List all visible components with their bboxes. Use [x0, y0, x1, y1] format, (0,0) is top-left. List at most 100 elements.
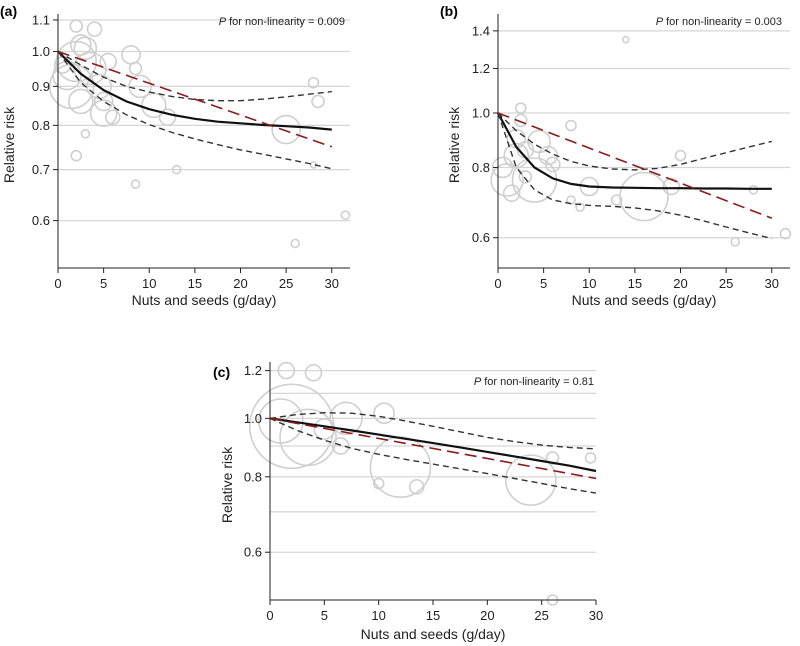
p-nonlinearity-annotation: P for non-linearity = 0.81	[474, 376, 594, 388]
study-marker	[73, 36, 98, 61]
series-line-nonlinear-estimate	[497, 112, 772, 190]
x-axis-title: Nuts and seeds (g/day)	[361, 626, 506, 642]
study-marker	[518, 170, 533, 184]
x-tick-label: 20	[673, 276, 687, 291]
y-tick-label: 0.8	[244, 469, 262, 484]
series-line-lower-95-ci	[57, 51, 332, 170]
p-symbol: P	[474, 376, 482, 388]
series-line-nonlinear-estimate	[57, 50, 332, 131]
x-tick-label: 25	[279, 276, 293, 291]
x-tick-label: 30	[765, 276, 779, 291]
y-axis-title: Relative risk	[446, 106, 462, 183]
study-marker	[290, 238, 301, 249]
study-marker	[584, 452, 597, 464]
y-tick-label: 0.7	[32, 162, 50, 177]
x-tick-label: 15	[426, 608, 440, 623]
y-axis-title: Relative risk	[1, 106, 17, 183]
chart-panel-3: (c) 0.6 0.8 1.0 1.2 0 5 10 15 20 25 30 Nuts and seed…	[213, 361, 603, 642]
y-tick-label: 1.0	[32, 44, 50, 59]
y-tick-label: 0.8	[32, 118, 50, 133]
study-marker	[128, 74, 152, 99]
chart-panel-1: (a) 0.6 0.7 0.8 0.9 1.0 1.1 0 5 10 15 20 25 30 Nuts an…	[0, 3, 351, 308]
study-marker	[504, 454, 557, 506]
study-marker	[86, 21, 103, 37]
x-axis-title: Nuts and seeds (g/day)	[572, 292, 717, 308]
study-marker	[130, 179, 141, 189]
panel-letter: (c)	[213, 364, 230, 380]
study-marker	[621, 35, 630, 44]
x-tick-label: 25	[534, 608, 548, 623]
series-line-linear-trend	[497, 112, 773, 219]
study-marker	[304, 363, 323, 382]
study-marker	[277, 361, 296, 380]
series-line-lower-95-ci	[269, 417, 597, 494]
y-tick-label: 0.6	[244, 545, 262, 560]
y-tick-label: 1.0	[244, 411, 262, 426]
study-marker	[619, 171, 669, 222]
p-symbol: P	[656, 16, 664, 28]
series-line-upper-95-ci	[269, 411, 597, 450]
study-marker	[121, 45, 141, 65]
p-nonlinearity-annotation: P for non-linearity = 0.009	[219, 16, 345, 28]
y-tick-label: 1.0	[472, 105, 490, 120]
study-marker	[311, 94, 325, 109]
series-line-linear-trend	[269, 417, 597, 480]
x-tick-label: 15	[188, 276, 202, 291]
study-marker	[141, 92, 167, 119]
study-marker	[502, 184, 521, 202]
x-tick-label: 5	[100, 276, 107, 291]
study-marker	[307, 76, 320, 89]
x-axis-title: Nuts and seeds (g/day)	[132, 292, 277, 308]
x-tick-label: 5	[321, 608, 328, 623]
study-marker	[68, 88, 94, 115]
panel-letter: (a)	[0, 3, 17, 19]
y-tick-label: 0.8	[472, 160, 490, 175]
study-marker	[99, 52, 117, 71]
x-tick-label: 0	[494, 276, 501, 291]
study-marker	[329, 401, 363, 436]
series-line-linear-trend	[57, 50, 333, 148]
p-symbol: P	[219, 16, 227, 28]
study-marker	[104, 109, 121, 126]
x-tick-label: 0	[54, 276, 61, 291]
study-marker	[674, 149, 687, 162]
study-marker	[93, 91, 114, 112]
study-marker	[662, 177, 681, 196]
x-tick-label: 10	[142, 276, 156, 291]
y-tick-label: 1.4	[472, 23, 490, 38]
study-marker	[171, 164, 182, 175]
study-marker	[372, 477, 385, 490]
y-tick-label: 1.1	[32, 12, 50, 27]
study-marker	[610, 194, 623, 206]
y-tick-label: 0.9	[32, 79, 50, 94]
x-tick-label: 20	[480, 608, 494, 623]
study-marker	[271, 114, 301, 145]
p-nonlinearity-annotation: P for non-linearity = 0.003	[656, 16, 782, 28]
p-value-text: for non-linearity = 0.009	[226, 16, 345, 28]
study-marker	[70, 149, 83, 162]
study-marker	[279, 408, 337, 467]
study-marker	[69, 19, 84, 33]
x-tick-label: 30	[325, 276, 339, 291]
study-marker	[730, 237, 741, 247]
study-marker	[514, 113, 528, 128]
series-line-upper-95-ci	[57, 50, 332, 102]
series-line-upper-95-ci	[497, 112, 772, 171]
study-marker	[490, 163, 524, 197]
p-value-text: for non-linearity = 0.003	[663, 16, 782, 28]
series-line-nonlinear-estimate	[269, 417, 597, 473]
panel-letter: (b)	[440, 3, 458, 19]
x-tick-label: 10	[582, 276, 596, 291]
x-tick-label: 15	[628, 276, 642, 291]
x-tick-label: 0	[266, 608, 273, 623]
y-tick-label: 1.2	[472, 61, 490, 76]
study-marker	[575, 202, 585, 212]
x-tick-label: 10	[371, 608, 385, 623]
study-marker	[515, 102, 527, 114]
study-marker	[340, 210, 351, 220]
y-tick-label: 0.6	[32, 213, 50, 228]
chart-panel-2: (b) 0.6 0.8 1.0 1.2 1.4 0 5 10 15 20 25 30 Nuts and s…	[440, 3, 792, 308]
p-value-text: for non-linearity = 0.81	[481, 376, 594, 388]
y-tick-label: 0.6	[472, 230, 490, 245]
